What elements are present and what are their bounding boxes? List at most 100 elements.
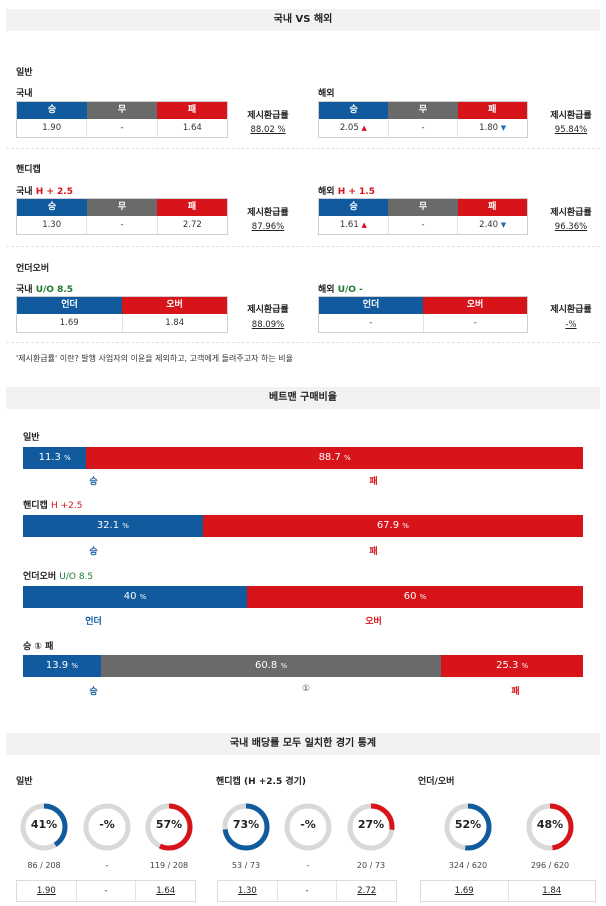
odds-draw: - — [278, 881, 338, 901]
return-rate-label: 제시환급률 — [247, 111, 289, 121]
return-rate-value[interactable]: -% — [565, 320, 577, 330]
count-under: 324 / 620 — [448, 861, 488, 870]
odds-draw: - — [87, 119, 158, 137]
betman-handicap-bar: 32.1 % 67.9 % — [23, 515, 583, 537]
hdr-draw: 무 — [388, 199, 458, 216]
hdr-win: 승 — [17, 199, 87, 216]
arrow-up-icon: ▲ — [361, 221, 367, 229]
odds-value: 2.40 — [479, 220, 499, 230]
odds-section-title: 국내 VS 해외 — [6, 9, 600, 31]
odds-under: - — [319, 314, 424, 332]
return-rate-value[interactable]: 96.36% — [554, 222, 588, 232]
arrow-up-icon: ▲ — [361, 124, 367, 132]
return-rate-note: '제시환급률' 이란? 발행 사업자의 이윤을 제외하고, 고객에게 돌려주고자… — [16, 354, 293, 363]
bar-seg-lose: 88.7 % — [86, 447, 583, 469]
betman-general-bar: 11.3 % 88.7 % — [23, 447, 583, 469]
bar-caption-win: 승 — [89, 477, 98, 487]
pct-unit: % — [344, 454, 351, 462]
odds-under: 1.69 — [17, 314, 123, 332]
general-domestic-label: 국내 — [16, 89, 33, 99]
handicap-spec: H +2.5 — [50, 501, 83, 511]
betman-general-label: 일반 — [23, 433, 40, 443]
bar-seg-win: 11.3 % — [23, 447, 87, 469]
count-lose: 20 / 73 — [356, 861, 386, 870]
count-lose: 119 / 208 — [149, 861, 189, 870]
ou-foreign-table: 언더 오버 - - — [318, 296, 528, 333]
odds-lose: 2.72 — [182, 220, 202, 230]
donut-draw-track — [83, 803, 131, 851]
hdr-win: 승 — [319, 102, 389, 119]
bar-caption-win: 승 — [89, 687, 98, 697]
pct-unit: % — [419, 593, 427, 601]
pct-value: 67.9 — [376, 520, 400, 531]
handicap-foreign-label: 해외 H + 1.5 — [318, 184, 375, 197]
stats-general-odds: 1.90 - 1.64 — [16, 880, 196, 902]
arrow-down-icon: ▼ — [500, 124, 507, 132]
general-foreign-table: 승 무 패 2.05 ▲ - 1.80 ▼ — [318, 101, 528, 138]
arrow-down-icon: ▼ — [500, 221, 507, 229]
bar-caption-draw: ① — [301, 684, 311, 694]
general-domestic-table: 승 무 패 1.90 - 1.64 — [16, 101, 228, 138]
pct-unit: % — [139, 593, 147, 601]
betman-wdl-label: 승 ① 패 — [23, 642, 54, 652]
betman-ou-bar: 40 % 60 % — [23, 586, 583, 608]
return-rate-value[interactable]: 88.02 % — [250, 125, 286, 135]
odds-draw: - — [77, 881, 137, 901]
odds-lose: 1.64 — [182, 123, 202, 133]
stats-general-label: 일반 — [16, 777, 33, 787]
return-rate-label: 제시환급률 — [550, 305, 592, 315]
count-win: 53 / 73 — [231, 861, 261, 870]
bar-caption-win: 승 — [89, 547, 98, 557]
hdr-under: 언더 — [319, 297, 423, 314]
odds-lose[interactable]: 2.72 — [357, 886, 377, 896]
odds-lose: 2.40 ▼ — [458, 216, 527, 234]
pct-value: 60.8 — [255, 660, 278, 671]
handicap-spec: H + 2.5 — [35, 187, 73, 197]
stats-section-title: 국내 배당률 모두 일치한 경기 통계 — [6, 733, 600, 755]
hdr-win: 승 — [319, 199, 389, 216]
handicap-domestic-label: 국내 H + 2.5 — [16, 184, 73, 197]
return-rate-value[interactable]: 87.96% — [251, 222, 285, 232]
pct-value: 25.3 — [496, 660, 519, 671]
odds-lose[interactable]: 1.64 — [156, 886, 176, 896]
bar-seg-lose: 25.3 % — [441, 655, 583, 677]
odds-win[interactable]: 1.30 — [218, 881, 278, 901]
general-label: 일반 — [16, 68, 33, 78]
count-draw: - — [105, 861, 109, 870]
donut-lose-arc — [347, 803, 395, 851]
ou-spec: U/O - — [337, 285, 363, 295]
odds-over[interactable]: 1.84 — [542, 886, 562, 896]
hdr-win: 승 — [17, 102, 87, 119]
odds-over: 1.84 — [165, 318, 185, 328]
hdr-draw: 무 — [87, 102, 157, 119]
betman-ou-label: 언더오버 U/O 8.5 — [23, 569, 93, 582]
return-rate-label: 제시환급률 — [550, 208, 592, 218]
pct-unit: % — [280, 662, 288, 670]
pct-value: 40 — [123, 591, 137, 602]
stats-handicap-label: 핸디캡 (H +2.5 경기) — [216, 777, 307, 787]
odds-value: 2.05 — [339, 123, 359, 133]
return-rate-label: 제시환급률 — [550, 111, 592, 121]
ou-domestic-table: 언더 오버 1.69 1.84 — [16, 296, 228, 333]
odds-win: 1.90 — [17, 119, 88, 137]
label-text: 언더오버 — [23, 572, 57, 582]
stats-handicap-odds: 1.30 - 2.72 — [217, 880, 397, 902]
pct-unit: % — [402, 522, 409, 530]
donut-over-arc — [526, 803, 574, 851]
handicap-foreign-table: 승 무 패 1.61 ▲ - 2.40 ▼ — [318, 198, 528, 235]
return-rate-label: 제시환급률 — [247, 208, 289, 218]
return-rate-value[interactable]: 95.84% — [554, 125, 588, 135]
odds-draw: - — [389, 216, 459, 234]
handicap-label: 핸디캡 — [16, 165, 41, 175]
ou-spec: U/O 8.5 — [35, 285, 74, 295]
odds-under[interactable]: 1.69 — [421, 881, 509, 901]
donut-win-arc — [222, 803, 270, 851]
donut-pct-win: 73% — [232, 818, 260, 831]
stats-ou-label: 언더/오버 — [418, 777, 455, 787]
bar-seg-over: 60 % — [247, 586, 583, 608]
pct-value: 60 — [403, 591, 417, 602]
odds-win[interactable]: 1.90 — [17, 881, 77, 901]
return-rate-value[interactable]: 88.09% — [251, 320, 285, 330]
pct-unit: % — [122, 522, 129, 530]
